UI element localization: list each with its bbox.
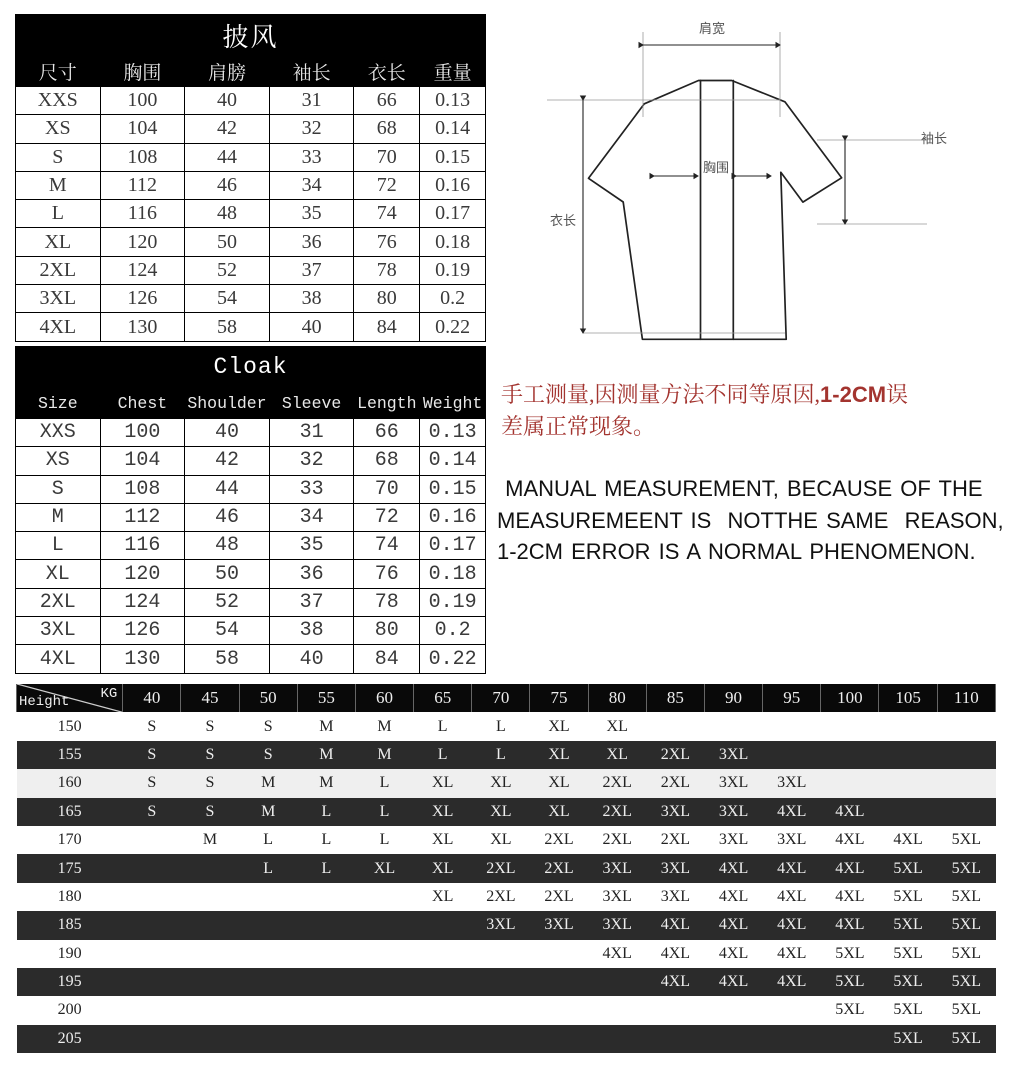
svg-text:袖长: 袖长 xyxy=(921,131,947,146)
svg-text:肩宽: 肩宽 xyxy=(699,21,725,36)
svg-text:衣长: 衣长 xyxy=(550,213,576,228)
svg-text:胸围: 胸围 xyxy=(703,160,729,175)
